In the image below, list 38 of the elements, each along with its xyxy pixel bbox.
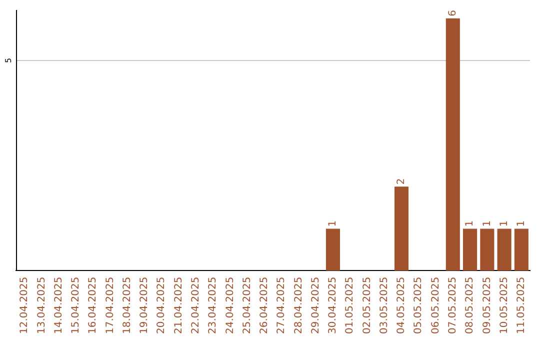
x-tick-label: 23.04.2025 [208, 276, 219, 334]
x-tick-label: 20.04.2025 [156, 276, 168, 334]
data-label: 1 [516, 220, 528, 227]
x-tick-label: 16.04.2025 [88, 276, 99, 334]
x-tick-label: 10.05.2025 [498, 276, 510, 334]
data-label: 1 [482, 220, 493, 227]
x-tick-label: 17.04.2025 [104, 276, 116, 334]
x-tick-label: 05.05.2025 [413, 276, 424, 334]
x-tick-label: 08.05.2025 [464, 276, 476, 334]
x-tick-label: 29.04.2025 [310, 276, 322, 334]
x-tick-label: 06.05.2025 [430, 276, 442, 334]
x-tick-label: 01.05.2025 [344, 276, 356, 334]
x-tick-label: 21.04.2025 [173, 276, 184, 334]
x-tick-label: 25.04.2025 [242, 276, 253, 334]
x-tick-label: 26.04.2025 [259, 276, 270, 334]
x-tick-label: 30.04.2025 [328, 276, 339, 334]
x-tick-label: 27.04.2025 [276, 276, 288, 334]
x-tick-label: 28.04.2025 [293, 276, 304, 334]
x-tick-label: 02.05.2025 [362, 276, 373, 334]
x-tick-label: 22.04.2025 [190, 276, 202, 334]
x-tick-label: 07.05.2025 [447, 276, 458, 334]
x-tick-label: 15.04.2025 [70, 276, 82, 334]
data-label: 6 [447, 10, 458, 16]
x-tick-label: 19.04.2025 [139, 276, 150, 334]
data-label: 1 [498, 220, 510, 227]
data-label: 2 [396, 178, 408, 185]
x-tick-label: 13.04.2025 [36, 276, 48, 334]
x-tick-label: 04.05.2025 [396, 276, 408, 334]
x-tick-label: 14.04.2025 [53, 276, 64, 334]
x-tick-label: 03.05.2025 [378, 276, 390, 334]
data-label: 1 [464, 220, 476, 227]
x-tick-label: 12.04.2025 [19, 276, 30, 334]
ref-line-label: 5 [4, 58, 14, 64]
x-tick-label: 09.05.2025 [482, 276, 493, 334]
data-label: 1 [328, 220, 339, 227]
x-tick-label: 18.04.2025 [122, 276, 133, 334]
x-tick-label: 24.04.2025 [224, 276, 236, 334]
x-tick-label: 11.05.2025 [516, 276, 528, 334]
